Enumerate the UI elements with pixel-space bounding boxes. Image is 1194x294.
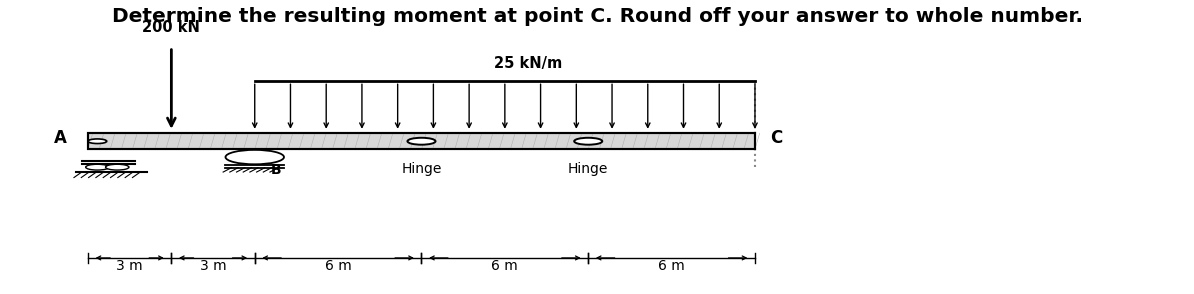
Bar: [88, 133, 755, 149]
Text: B: B: [271, 163, 282, 177]
Text: 3 m: 3 m: [199, 259, 227, 273]
Text: 6 m: 6 m: [325, 259, 351, 273]
Text: 6 m: 6 m: [658, 259, 685, 273]
Circle shape: [226, 150, 284, 164]
Text: C: C: [770, 129, 782, 147]
Bar: [88, 133, 755, 149]
Text: 25 kN/m: 25 kN/m: [494, 56, 562, 71]
Circle shape: [88, 139, 106, 143]
Circle shape: [574, 138, 602, 145]
Text: Determine the resulting moment at point C. Round off your answer to whole number: Determine the resulting moment at point …: [111, 7, 1083, 26]
Circle shape: [105, 164, 129, 170]
Text: Hinge: Hinge: [401, 162, 442, 176]
Circle shape: [86, 164, 109, 170]
Text: A: A: [54, 129, 67, 147]
Text: 200 kN: 200 kN: [142, 20, 201, 35]
Text: Hinge: Hinge: [568, 162, 609, 176]
Text: 6 m: 6 m: [492, 259, 518, 273]
Text: 3 m: 3 m: [116, 259, 143, 273]
Circle shape: [407, 138, 436, 145]
